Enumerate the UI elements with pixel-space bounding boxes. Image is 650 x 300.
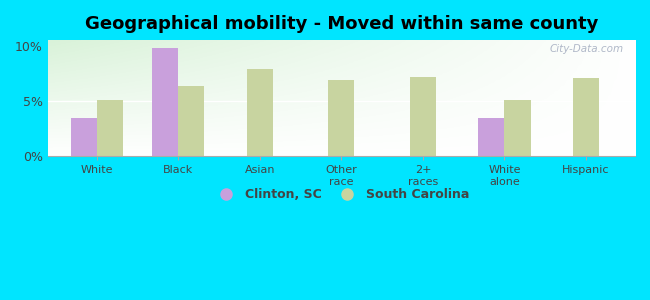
Bar [573,78,599,156]
Text: City-Data.com: City-Data.com [549,44,623,54]
Bar [71,118,97,156]
Bar [178,85,204,156]
Bar [152,48,178,156]
Bar [410,76,436,156]
Bar [478,118,504,156]
Bar [328,80,354,156]
Bar [504,100,530,156]
Legend: Clinton, SC, South Carolina: Clinton, SC, South Carolina [209,183,474,206]
Title: Geographical mobility - Moved within same county: Geographical mobility - Moved within sam… [84,15,598,33]
Bar [247,69,273,156]
Bar [97,100,123,156]
